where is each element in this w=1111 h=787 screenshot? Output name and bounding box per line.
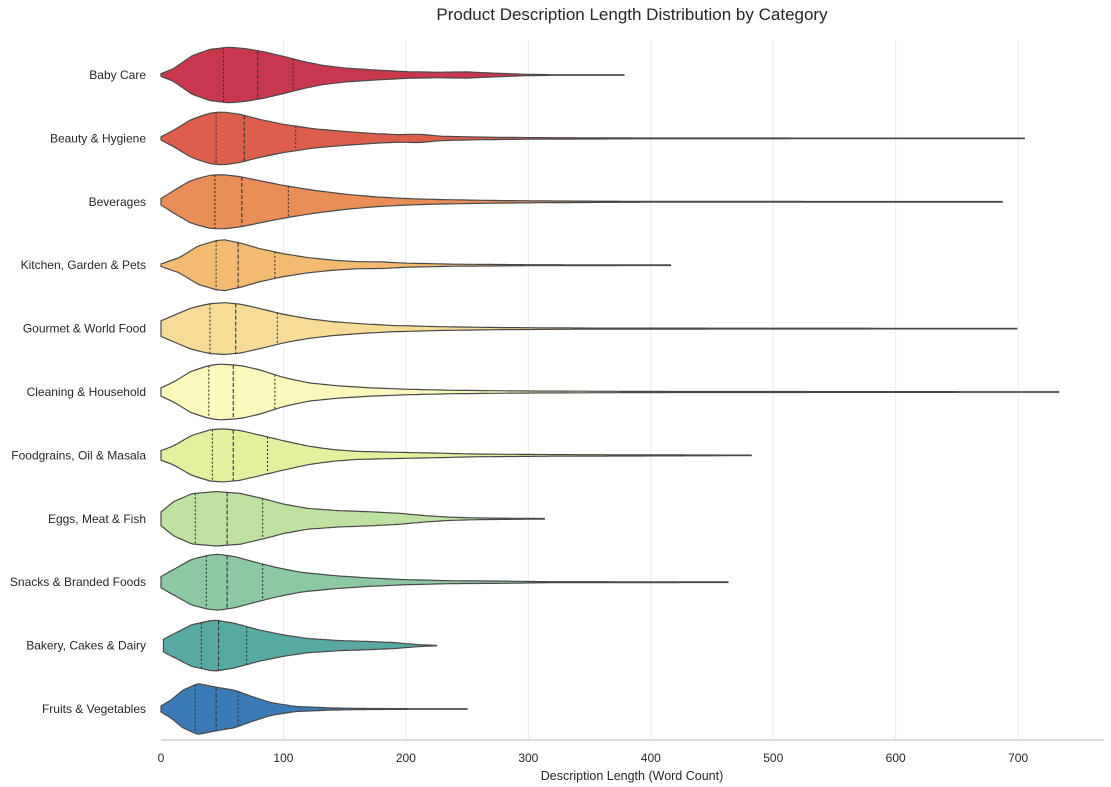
violin-body — [162, 619, 438, 672]
x-tick-label: 100 — [273, 751, 293, 765]
category-label: Foodgrains, Oil & Masala — [11, 448, 146, 462]
category-label: Eggs, Meat & Fish — [48, 512, 146, 526]
violin-beauty-hygiene — [160, 111, 1025, 166]
category-labels: Baby Care Beauty & Hygiene Beverages Kitche… — [10, 68, 146, 716]
violin-bakery-cakes-dairy — [162, 619, 438, 672]
x-axis-label: Description Length (Word Count) — [541, 769, 724, 783]
violin-cleaning-household — [160, 363, 1060, 421]
violin-body — [160, 302, 1018, 356]
category-label: Beauty & Hygiene — [50, 131, 146, 145]
category-label: Beverages — [89, 195, 146, 209]
violin-gourmet-world-food — [160, 302, 1018, 356]
category-label: Baby Care — [89, 68, 146, 82]
x-tick-label: 400 — [641, 751, 661, 765]
category-label: Bakery, Cakes & Dairy — [26, 639, 146, 653]
category-label: Snacks & Branded Foods — [10, 575, 146, 589]
category-label: Gourmet & World Food — [23, 322, 146, 336]
x-tick-label: 200 — [396, 751, 416, 765]
violin-kitchen-garden-pets — [160, 239, 672, 292]
violin-body — [160, 46, 625, 104]
violin-body — [160, 111, 1025, 166]
violin-baby-care — [160, 46, 625, 104]
chart-title: Product Description Length Distribution … — [436, 5, 828, 24]
category-label: Kitchen, Garden & Pets — [21, 258, 146, 272]
violin-beverages — [160, 174, 1003, 230]
violin-body — [160, 553, 729, 611]
x-tick-label: 600 — [886, 751, 906, 765]
category-label: Cleaning & Household — [27, 385, 146, 399]
x-tick-labels: 0 100 200 300 400 500 600 700 — [158, 751, 1029, 765]
violin-snacks-branded-foods — [160, 553, 729, 611]
x-tick-label: 500 — [763, 751, 783, 765]
violin-foodgrains-oil-masala — [160, 428, 752, 483]
violin-body — [160, 683, 468, 735]
violin-body — [160, 490, 545, 547]
category-label: Fruits & Vegetables — [42, 702, 146, 716]
violin-body — [160, 239, 672, 292]
violins — [160, 46, 1060, 735]
x-tick-label: 300 — [518, 751, 538, 765]
violin-eggs-meat-fish — [160, 490, 545, 547]
x-tick-label: 700 — [1008, 751, 1028, 765]
violin-fruits-vegetables — [160, 683, 468, 735]
x-tick-label: 0 — [158, 751, 165, 765]
violin-body — [160, 174, 1003, 230]
violin-body — [160, 428, 752, 483]
violin-body — [160, 363, 1060, 421]
